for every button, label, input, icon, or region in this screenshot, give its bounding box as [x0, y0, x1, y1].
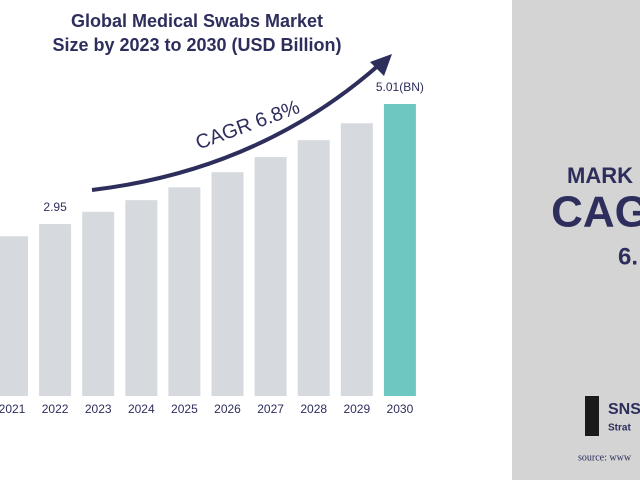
bar	[340, 123, 373, 397]
chart-title: Size by 2023 to 2030 (USD Billion)	[52, 35, 341, 55]
bar	[254, 157, 287, 396]
bar	[297, 140, 330, 396]
value-label: 5.01(BN)	[376, 80, 424, 94]
x-tick-label: 2026	[214, 402, 241, 416]
x-tick-label: 2028	[300, 402, 327, 416]
side-panel	[512, 0, 640, 480]
arrow-head	[370, 54, 392, 76]
bar	[383, 104, 416, 396]
bar	[211, 172, 244, 396]
value-label: 2.95	[43, 200, 67, 214]
logo-text: Strat	[608, 423, 631, 434]
x-tick-label: 2027	[257, 402, 284, 416]
x-tick-label: 2022	[42, 402, 69, 416]
bar	[125, 200, 158, 396]
panel-text: 6.	[618, 243, 638, 270]
bar	[0, 236, 28, 396]
chart-title: Global Medical Swabs Market	[71, 11, 323, 31]
bar	[82, 211, 115, 396]
x-tick-label: 2025	[171, 402, 198, 416]
growth-arrow	[91, 62, 382, 192]
x-tick-label: 2021	[0, 402, 26, 416]
x-tick-label: 2023	[85, 402, 112, 416]
x-tick-label: 2030	[387, 402, 414, 416]
logo-text: SNS	[608, 401, 640, 418]
x-tick-label: 2024	[128, 402, 155, 416]
bar	[168, 187, 201, 396]
panel-text: MARK	[567, 163, 633, 188]
bar	[39, 224, 72, 396]
x-tick-label: 2029	[343, 402, 370, 416]
panel-text: CAG	[551, 188, 640, 237]
source-text: source: www	[578, 452, 632, 463]
logo-icon	[585, 396, 599, 436]
